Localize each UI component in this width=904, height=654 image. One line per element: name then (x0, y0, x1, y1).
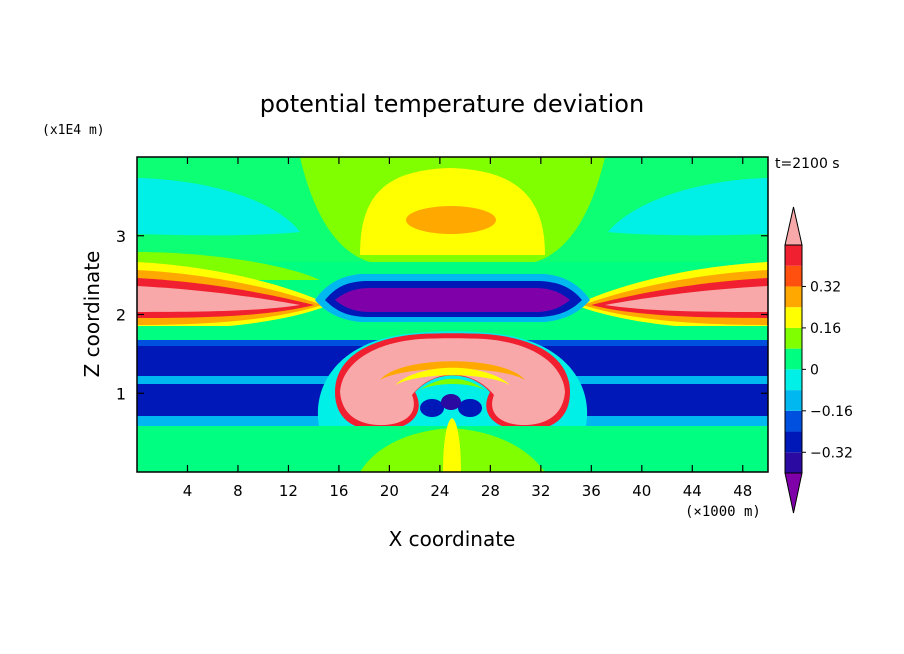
x-tick-label: 48 (733, 482, 752, 500)
colorbar-label: −0.16 (810, 404, 853, 420)
field-plume-inner-orange (380, 361, 525, 380)
colorbar-label: −0.32 (810, 445, 853, 461)
y-axis-unit: (x1E4 m) (42, 123, 105, 138)
colorbar-bin (785, 452, 802, 473)
x-tick-label: 8 (233, 482, 243, 500)
colorbar: 0.32 0.16 0 −0.16 −0.32 (784, 206, 853, 514)
x-tick-label: 24 (430, 482, 449, 500)
x-axis: 4 8 12 16 20 24 28 32 36 40 44 48 (183, 157, 752, 500)
colorbar-bin (785, 390, 802, 411)
colorbar-label: 0.16 (810, 321, 841, 337)
colorbar-bin (785, 431, 802, 453)
field-cyan-right (608, 178, 768, 236)
x-axis-label: X coordinate (389, 527, 516, 551)
x-axis-unit: (×1000 m) (685, 504, 761, 520)
field-left-wedge-pink (137, 286, 300, 312)
y-tick-label: 1 (116, 384, 126, 403)
colorbar-label: 0 (810, 362, 819, 378)
field-cold-pocket-right (458, 399, 482, 417)
y-tick-label: 3 (116, 227, 126, 246)
colorbar-bin (785, 369, 802, 391)
x-tick-label: 40 (632, 482, 651, 500)
field-cold-band-core (335, 288, 570, 312)
field-surface-yellow-spike (443, 418, 461, 472)
field-plume-pink (340, 338, 565, 426)
colorbar-frame (784, 244, 803, 474)
field-plume-inner-yellow (395, 367, 510, 385)
colorbar-bin (785, 307, 802, 328)
colorbar-bin (785, 327, 802, 349)
x-tick-label: 20 (380, 482, 399, 500)
field-plume-inner-green (420, 378, 485, 390)
x-tick-label: 4 (183, 482, 193, 500)
field-cyan-left (137, 178, 300, 236)
colorbar-bin (785, 348, 802, 370)
y-axis-label: Z coordinate (80, 251, 104, 378)
time-label: t=2100 s (775, 156, 840, 172)
colorbar-bin (785, 410, 802, 432)
field-right-wedge-pink (605, 286, 768, 312)
chart-title: potential temperature deviation (260, 90, 644, 118)
colorbar-bin (785, 245, 802, 266)
x-tick-label: 28 (481, 482, 500, 500)
x-tick-label: 36 (582, 482, 601, 500)
colorbar-bin (785, 286, 802, 308)
colorbar-label: 0.32 (810, 279, 841, 295)
x-tick-label: 32 (531, 482, 550, 500)
y-axis: 1 2 3 (116, 227, 768, 403)
colorbar-top-triangle (784, 206, 803, 246)
field-cold-pocket-left (420, 399, 444, 417)
field-cold-pocket-center (441, 394, 461, 410)
heatmap-field (137, 157, 768, 472)
field-orange-core (406, 206, 496, 234)
x-tick-label: 16 (329, 482, 348, 500)
x-tick-label: 12 (279, 482, 298, 500)
colorbar-bottom-triangle (784, 472, 803, 514)
colorbar-bin (785, 265, 802, 287)
x-tick-label: 44 (683, 482, 702, 500)
y-tick-label: 2 (116, 306, 126, 325)
